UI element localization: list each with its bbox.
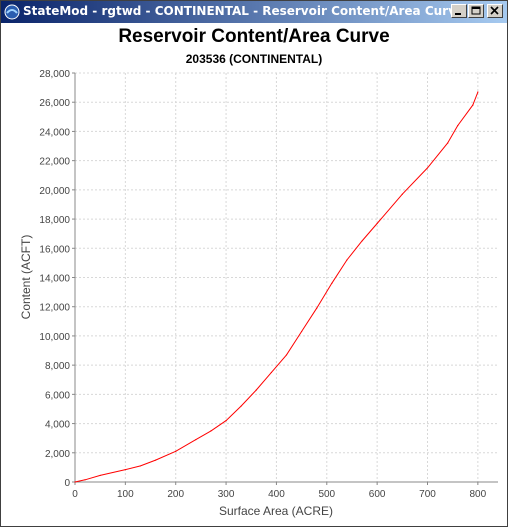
data-point bbox=[154, 459, 157, 461]
data-point bbox=[74, 481, 76, 483]
series-line bbox=[74, 91, 479, 483]
y-tick-label: 0 bbox=[64, 478, 70, 489]
plot-background bbox=[75, 73, 498, 482]
chart-panel: Reservoir Content/Area Curve 203536 (CON… bbox=[1, 23, 507, 526]
y-tick-label: 8,000 bbox=[45, 361, 70, 372]
y-tick-label: 14,000 bbox=[39, 274, 70, 285]
x-tick-label: 700 bbox=[419, 489, 436, 500]
data-point bbox=[270, 371, 272, 374]
series-layer bbox=[74, 91, 479, 483]
data-point bbox=[240, 405, 242, 407]
y-tick-label: 20,000 bbox=[39, 186, 70, 197]
data-point bbox=[457, 124, 459, 127]
data-point bbox=[477, 91, 479, 93]
data-point bbox=[316, 307, 318, 309]
data-point bbox=[225, 420, 227, 422]
data-point bbox=[255, 389, 257, 391]
chart-subtitle: 203536 (CONTINENTAL) bbox=[185, 52, 323, 66]
x-axis-label: Surface Area (ACRE) bbox=[219, 504, 333, 518]
data-point bbox=[285, 354, 288, 356]
y-tick-label: 28,000 bbox=[39, 69, 70, 80]
data-point bbox=[331, 282, 333, 284]
axes-layer: 0 2,000 4,000 6,000 8,000 10,000 12,000 14,000 1… bbox=[39, 69, 498, 500]
maximize-button[interactable] bbox=[468, 4, 484, 18]
x-tick-label: 800 bbox=[470, 489, 487, 500]
data-point bbox=[346, 259, 348, 261]
data-point bbox=[301, 330, 303, 333]
window-title: StateMod - rgtwd - CONTINENTAL - Reservo… bbox=[23, 4, 465, 18]
y-tick-label: 26,000 bbox=[39, 98, 70, 109]
statemod-app-icon bbox=[4, 4, 20, 20]
x-tick-label: 0 bbox=[72, 489, 78, 500]
minimize-icon bbox=[455, 13, 461, 15]
y-tick-label: 18,000 bbox=[39, 215, 70, 226]
x-tick-label: 600 bbox=[369, 489, 386, 500]
data-point bbox=[139, 465, 142, 467]
close-icon bbox=[490, 6, 499, 15]
y-tick-label: 24,000 bbox=[39, 127, 70, 138]
data-point bbox=[426, 167, 429, 169]
data-point bbox=[84, 479, 86, 481]
data-point bbox=[195, 439, 197, 441]
data-point bbox=[472, 104, 474, 106]
minimize-button[interactable] bbox=[451, 4, 467, 18]
data-point bbox=[124, 468, 126, 471]
x-tick-label: 500 bbox=[318, 489, 335, 500]
x-tick-label: 400 bbox=[268, 489, 285, 500]
y-tick-label: 16,000 bbox=[39, 244, 70, 255]
data-point bbox=[376, 222, 378, 225]
data-point bbox=[361, 240, 363, 242]
x-tick-label: 100 bbox=[117, 489, 134, 500]
maximize-icon bbox=[471, 6, 481, 15]
chart-plot: 0 2,000 4,000 6,000 8,000 10,000 12,000 14,000 1… bbox=[19, 69, 498, 518]
y-tick-label: 2,000 bbox=[45, 449, 70, 460]
chart-title: Reservoir Content/Area Curve bbox=[118, 26, 390, 47]
grid-layer bbox=[74, 72, 498, 483]
data-point bbox=[447, 142, 449, 144]
y-tick-label: 22,000 bbox=[39, 157, 70, 168]
y-tick-label: 6,000 bbox=[45, 390, 70, 401]
data-point bbox=[175, 450, 177, 452]
y-axis-label: Content (ACFT) bbox=[19, 235, 33, 320]
x-tick-label: 300 bbox=[218, 489, 235, 500]
x-tick-label: 200 bbox=[167, 489, 184, 500]
close-button[interactable] bbox=[487, 4, 503, 18]
data-point bbox=[99, 474, 101, 477]
y-tick-label: 4,000 bbox=[45, 420, 70, 431]
y-tick-label: 10,000 bbox=[39, 332, 70, 343]
y-tick-label: 12,000 bbox=[39, 303, 70, 314]
data-point bbox=[210, 430, 212, 432]
title-bar[interactable]: StateMod - rgtwd - CONTINENTAL - Reservo… bbox=[1, 1, 507, 23]
data-point bbox=[401, 193, 403, 195]
